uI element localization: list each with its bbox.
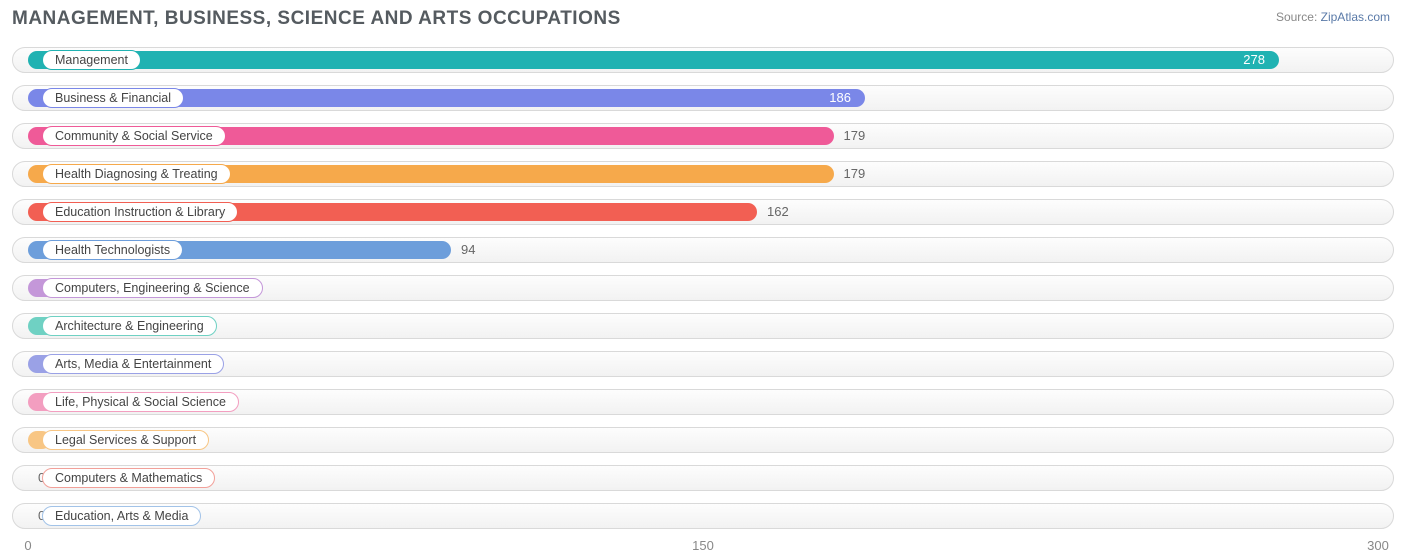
source-link[interactable]: ZipAtlas.com [1321, 10, 1390, 24]
bar-fill [28, 51, 1279, 69]
bar-label-pill: Architecture & Engineering [42, 316, 217, 336]
bar-value: 186 [829, 89, 851, 107]
x-axis-tick: 300 [1367, 538, 1389, 553]
bar-row: 278 Management [12, 44, 1394, 76]
bar-row: 36Computers, Engineering & Science [12, 272, 1394, 304]
bar-value: 179 [844, 165, 866, 183]
bar-value: 162 [767, 203, 789, 221]
bar-row: 10Life, Physical & Social Science [12, 386, 1394, 418]
bar-row: 0Education, Arts & Media [12, 500, 1394, 532]
bar-label-pill: Education Instruction & Library [42, 202, 238, 222]
bar-row: 12Arts, Media & Entertainment [12, 348, 1394, 380]
bar-label-pill: Computers & Mathematics [42, 468, 215, 488]
bar-label-pill: Arts, Media & Entertainment [42, 354, 224, 374]
bar-label-pill: Computers, Engineering & Science [42, 278, 263, 298]
bar-label-pill: Community & Social Service [42, 126, 226, 146]
source-label: Source: [1276, 10, 1317, 24]
bar-row: 186 Business & Financial [12, 82, 1394, 114]
bar-value: 179 [844, 127, 866, 145]
bar-label-pill: Management [42, 50, 141, 70]
bar-row: 0Computers & Mathematics [12, 462, 1394, 494]
bar-row: 179 Community & Social Service [12, 120, 1394, 152]
bar-track [12, 427, 1394, 453]
bar-label-pill: Life, Physical & Social Science [42, 392, 239, 412]
source-attribution: Source: ZipAtlas.com [1276, 10, 1390, 24]
bar-label-pill: Health Diagnosing & Treating [42, 164, 231, 184]
bar-label-pill: Legal Services & Support [42, 430, 209, 450]
bar-row: 5Legal Services & Support [12, 424, 1394, 456]
x-axis-tick: 150 [692, 538, 714, 553]
x-axis-tick: 0 [24, 538, 31, 553]
bar-row: 94 Health Technologists [12, 234, 1394, 266]
chart-title: MANAGEMENT, BUSINESS, SCIENCE AND ARTS O… [12, 8, 1394, 30]
bar-row: 162 Education Instruction & Library [12, 196, 1394, 228]
bar-row: 179 Health Diagnosing & Treating [12, 158, 1394, 190]
bar-row: 26Architecture & Engineering [12, 310, 1394, 342]
bar-track [12, 503, 1394, 529]
x-axis: 0 150 300 [12, 538, 1394, 558]
bar-value: 278 [1243, 51, 1265, 69]
bar-label-pill: Health Technologists [42, 240, 183, 260]
bar-label-pill: Business & Financial [42, 88, 184, 108]
occupations-bar-chart: 278 Management 186 Business & Financial 179 C… [12, 44, 1394, 558]
bar-track [12, 313, 1394, 339]
bar-label-pill: Education, Arts & Media [42, 506, 201, 526]
bar-track [12, 465, 1394, 491]
bar-value: 94 [461, 241, 475, 259]
